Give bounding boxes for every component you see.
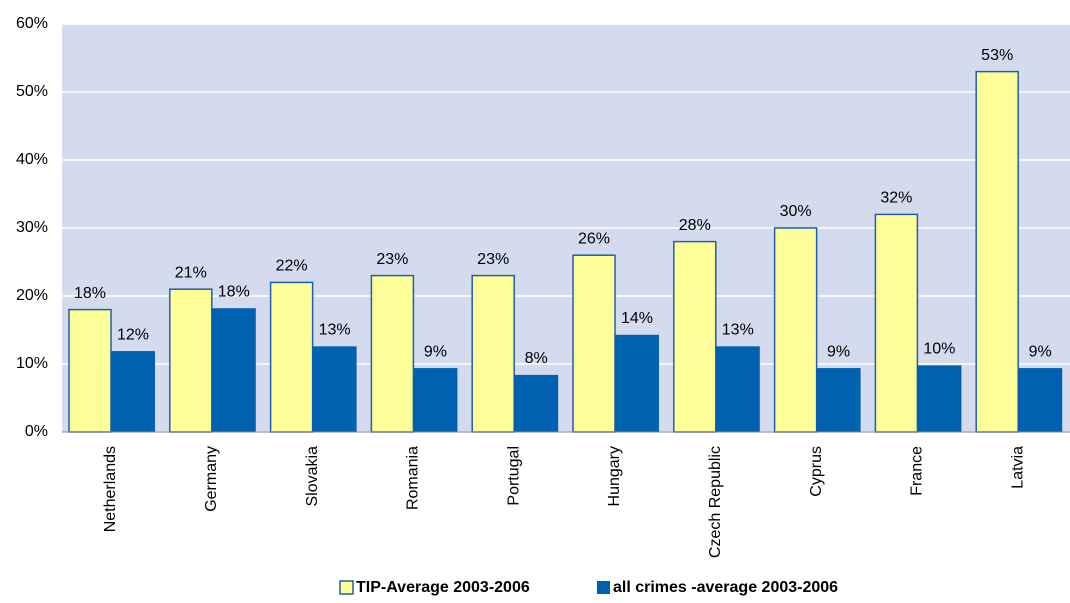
data-label: 13% (722, 322, 754, 339)
data-label: 18% (74, 285, 106, 302)
bar (874, 213, 919, 433)
bar (673, 240, 717, 433)
data-label: 28% (679, 217, 711, 234)
bar (169, 288, 213, 433)
bar (211, 308, 256, 432)
bar (111, 351, 155, 432)
bar (370, 274, 415, 433)
legend-label: TIP-Average 2003-2006 (356, 579, 530, 596)
data-label: 23% (376, 251, 408, 268)
data-label: 18% (218, 283, 250, 300)
data-label: 9% (827, 343, 850, 360)
x-tick-label: Latvia (1009, 446, 1026, 489)
x-tick-label: Germany (203, 446, 220, 512)
data-label: 23% (477, 251, 509, 268)
data-label: 22% (276, 258, 308, 275)
bar (68, 308, 112, 433)
bar (514, 374, 559, 432)
bar (572, 254, 616, 433)
x-tick-label: Hungary (606, 446, 623, 506)
bar (773, 227, 818, 433)
legend-swatch (597, 581, 610, 594)
y-tick-label: 10% (16, 355, 48, 372)
data-label: 26% (578, 230, 610, 247)
x-tick-label: Czech Republic (707, 446, 724, 558)
bar (269, 281, 314, 433)
data-label: 9% (424, 343, 447, 360)
y-tick-label: 0% (25, 423, 48, 440)
bar (715, 346, 760, 432)
bar (471, 274, 515, 433)
data-label: 12% (117, 326, 149, 343)
data-label: 53% (981, 47, 1013, 64)
data-label: 9% (1029, 343, 1052, 360)
bar (816, 368, 861, 432)
data-label: 10% (923, 341, 955, 358)
x-tick-label: France (909, 446, 926, 496)
legend-swatch (339, 580, 354, 595)
bar (975, 70, 1019, 433)
x-tick-label: Romania (405, 446, 422, 510)
data-label: 13% (319, 322, 351, 339)
data-label: 14% (621, 310, 653, 327)
data-label: 30% (780, 203, 812, 220)
bar (615, 334, 659, 432)
x-tick-label: Netherlands (102, 446, 119, 532)
data-label: 32% (880, 190, 912, 207)
y-tick-label: 20% (16, 287, 48, 304)
y-tick-label: 30% (16, 219, 48, 236)
x-tick-label: Cyprus (808, 446, 825, 497)
y-tick-label: 60% (16, 15, 48, 32)
bar (413, 368, 458, 432)
bar (312, 346, 357, 432)
x-tick-label: Slovakia (304, 446, 321, 507)
legend-label: all crimes -average 2003-2006 (613, 579, 838, 596)
bar (917, 365, 962, 432)
x-tick-label: Portugal (505, 446, 522, 506)
data-label: 8% (525, 350, 548, 367)
data-label: 21% (175, 264, 207, 281)
y-tick-label: 40% (16, 151, 48, 168)
bar (1018, 368, 1063, 432)
y-tick-label: 50% (16, 83, 48, 100)
